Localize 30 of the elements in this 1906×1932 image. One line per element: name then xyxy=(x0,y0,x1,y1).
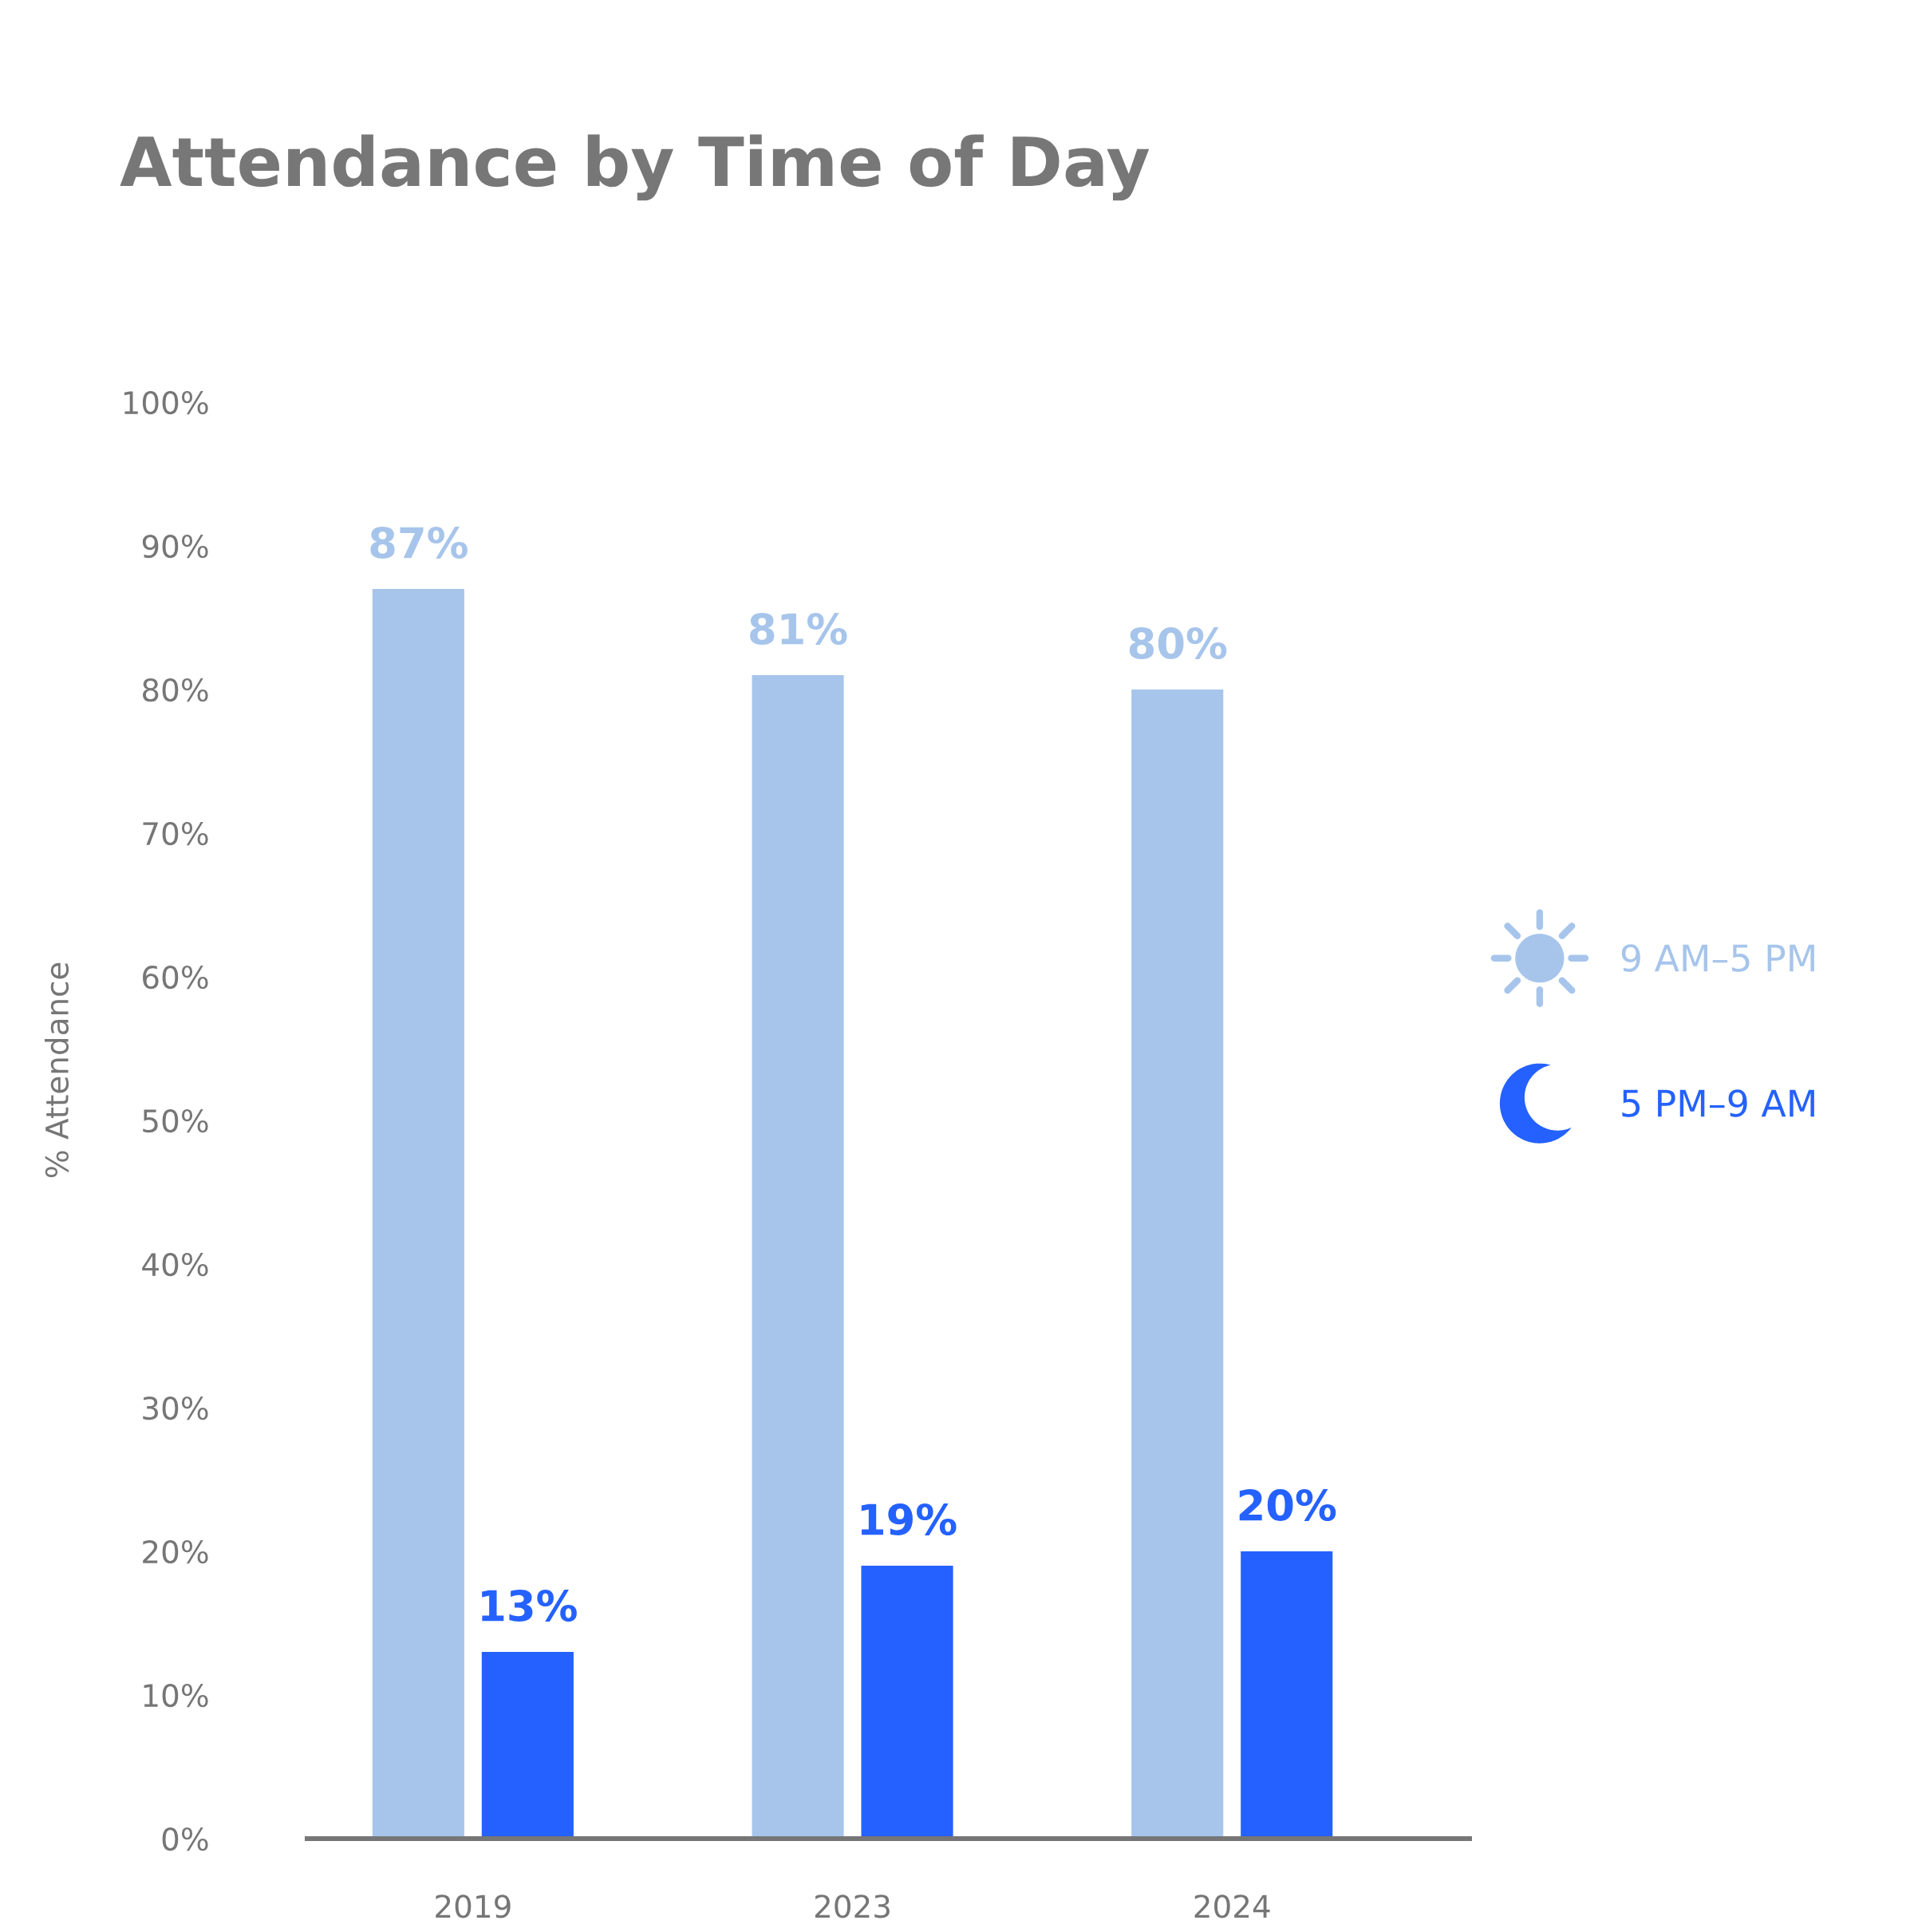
data-label: 81% xyxy=(750,613,847,645)
data-label: 87% xyxy=(370,527,468,559)
y-axis-title: % Attendance xyxy=(44,962,69,1178)
legend-label: 5 PM–9 AM xyxy=(1622,1089,1814,1117)
x-tick-label: 2023 xyxy=(815,1894,890,1918)
chart-title: Attendance by Time of Day xyxy=(120,134,1150,201)
x-tick-label: 2019 xyxy=(436,1894,511,1918)
y-tick-label: 100% xyxy=(124,390,208,415)
data-label: 13% xyxy=(482,1590,577,1622)
bar xyxy=(861,1566,953,1839)
y-tick-label: 90% xyxy=(142,534,208,559)
data-label: 80% xyxy=(1129,627,1227,659)
bar xyxy=(372,589,464,1839)
data-label: 19% xyxy=(861,1503,957,1535)
y-tick-label: 70% xyxy=(143,821,208,846)
y-tick-label: 60% xyxy=(143,965,208,990)
data-label: 20% xyxy=(1239,1489,1336,1521)
y-tick-label: 40% xyxy=(142,1252,208,1277)
y-tick-label: 30% xyxy=(143,1396,208,1420)
y-tick-label: 80% xyxy=(142,678,208,702)
y-tick-label: 50% xyxy=(143,1108,208,1133)
y-tick-label: 10% xyxy=(144,1683,208,1708)
y-tick-label: 20% xyxy=(143,1539,208,1564)
legend-label: 9 AM–5 PM xyxy=(1621,944,1814,972)
bar xyxy=(481,1652,574,1839)
bar xyxy=(752,675,844,1839)
x-tick-label: 2024 xyxy=(1194,1894,1270,1918)
bar xyxy=(1131,689,1224,1839)
y-tick-label: 0% xyxy=(162,1827,208,1851)
bar xyxy=(1241,1551,1333,1839)
